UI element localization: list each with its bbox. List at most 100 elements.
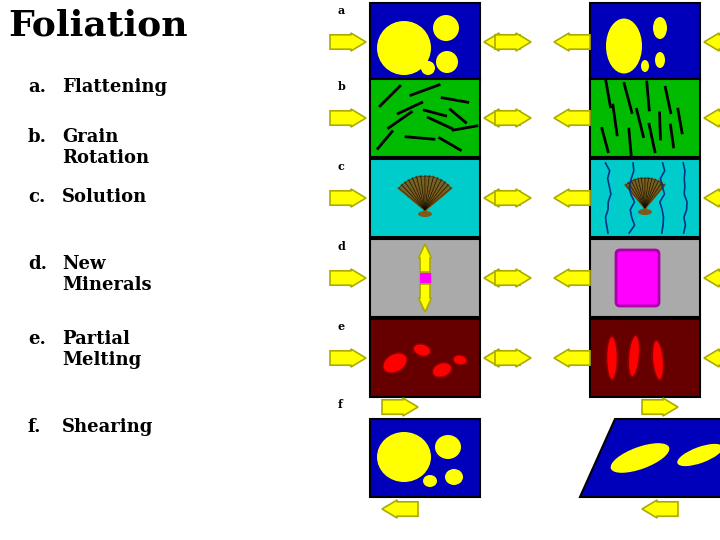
- Polygon shape: [495, 33, 531, 51]
- Polygon shape: [626, 183, 645, 208]
- Bar: [590, 159, 700, 237]
- Polygon shape: [635, 179, 645, 208]
- Ellipse shape: [421, 61, 435, 75]
- Polygon shape: [330, 33, 366, 51]
- Bar: [370, 239, 480, 317]
- Polygon shape: [417, 176, 425, 210]
- Ellipse shape: [652, 340, 664, 380]
- Polygon shape: [399, 185, 425, 210]
- Text: e: e: [338, 321, 345, 332]
- Ellipse shape: [678, 444, 720, 466]
- Polygon shape: [418, 284, 431, 312]
- Polygon shape: [484, 269, 520, 287]
- Polygon shape: [382, 398, 418, 416]
- Bar: [370, 159, 480, 237]
- Polygon shape: [413, 177, 425, 210]
- Bar: [590, 79, 700, 157]
- Polygon shape: [425, 185, 451, 210]
- Polygon shape: [554, 109, 590, 127]
- Bar: [370, 3, 480, 81]
- Ellipse shape: [655, 52, 665, 68]
- Text: d: d: [338, 241, 346, 252]
- FancyBboxPatch shape: [616, 250, 659, 306]
- Ellipse shape: [377, 21, 431, 75]
- Ellipse shape: [436, 51, 458, 73]
- Polygon shape: [645, 181, 662, 208]
- Polygon shape: [704, 33, 720, 51]
- Polygon shape: [495, 189, 531, 207]
- Bar: [370, 319, 480, 397]
- Ellipse shape: [638, 209, 652, 215]
- Polygon shape: [484, 33, 520, 51]
- Text: Flattening: Flattening: [62, 78, 167, 96]
- Polygon shape: [330, 109, 366, 127]
- Polygon shape: [642, 398, 678, 416]
- Polygon shape: [330, 189, 366, 207]
- Polygon shape: [402, 183, 425, 210]
- Bar: [590, 319, 700, 397]
- Polygon shape: [484, 109, 520, 127]
- Ellipse shape: [611, 443, 670, 473]
- Polygon shape: [704, 269, 720, 287]
- Polygon shape: [330, 349, 366, 367]
- Polygon shape: [425, 176, 429, 210]
- Ellipse shape: [435, 435, 461, 459]
- Polygon shape: [382, 500, 418, 518]
- Ellipse shape: [445, 469, 463, 485]
- Polygon shape: [645, 178, 652, 208]
- Bar: [420, 273, 430, 283]
- Polygon shape: [704, 189, 720, 207]
- Polygon shape: [420, 176, 425, 210]
- Ellipse shape: [629, 335, 640, 377]
- Polygon shape: [405, 180, 425, 210]
- Text: Partial
Melting: Partial Melting: [62, 330, 141, 369]
- Text: a.: a.: [28, 78, 46, 96]
- Ellipse shape: [423, 475, 437, 487]
- Polygon shape: [642, 178, 645, 208]
- Text: New
Minerals: New Minerals: [62, 255, 152, 294]
- Polygon shape: [495, 349, 531, 367]
- Polygon shape: [645, 183, 665, 208]
- Ellipse shape: [432, 362, 451, 377]
- Text: c: c: [338, 161, 345, 172]
- Text: b: b: [338, 81, 346, 92]
- Polygon shape: [645, 178, 649, 208]
- Polygon shape: [425, 177, 438, 210]
- Polygon shape: [554, 189, 590, 207]
- Polygon shape: [484, 349, 520, 367]
- Text: b.: b.: [28, 128, 47, 146]
- Polygon shape: [495, 269, 531, 287]
- Text: Solution: Solution: [62, 188, 148, 206]
- Bar: [370, 419, 480, 497]
- Ellipse shape: [641, 60, 649, 72]
- Bar: [370, 79, 480, 157]
- Ellipse shape: [606, 336, 618, 380]
- Polygon shape: [425, 176, 433, 210]
- Polygon shape: [580, 419, 720, 497]
- Polygon shape: [629, 181, 645, 208]
- Text: f.: f.: [28, 418, 42, 436]
- Polygon shape: [645, 180, 659, 208]
- Polygon shape: [425, 183, 448, 210]
- Bar: [590, 3, 700, 81]
- Polygon shape: [554, 269, 590, 287]
- Polygon shape: [704, 349, 720, 367]
- Polygon shape: [645, 179, 655, 208]
- Ellipse shape: [653, 17, 667, 39]
- Ellipse shape: [377, 432, 431, 482]
- Polygon shape: [495, 109, 531, 127]
- Polygon shape: [638, 178, 645, 208]
- Bar: [590, 239, 700, 317]
- Polygon shape: [330, 269, 366, 287]
- Ellipse shape: [418, 211, 432, 217]
- Polygon shape: [418, 244, 431, 272]
- Polygon shape: [631, 180, 645, 208]
- Text: e.: e.: [28, 330, 46, 348]
- Polygon shape: [554, 33, 590, 51]
- Text: Shearing: Shearing: [62, 418, 153, 436]
- Ellipse shape: [413, 344, 431, 356]
- Ellipse shape: [433, 15, 459, 41]
- Text: c.: c.: [28, 188, 45, 206]
- Text: a: a: [338, 5, 346, 16]
- Polygon shape: [642, 500, 678, 518]
